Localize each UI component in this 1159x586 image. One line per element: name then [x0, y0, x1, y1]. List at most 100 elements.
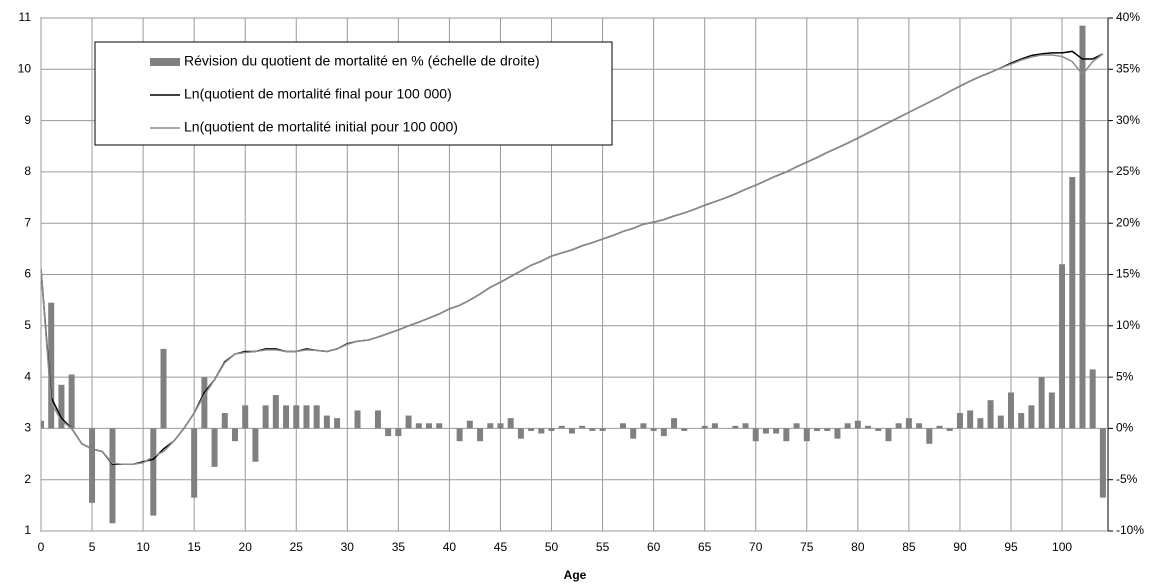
bar — [732, 425, 739, 429]
bar — [374, 410, 381, 429]
x-tick-label: 35 — [392, 540, 406, 554]
x-tick-label: 10 — [136, 540, 150, 554]
x-tick-label: 30 — [341, 540, 355, 554]
x-tick-label: 95 — [1004, 540, 1018, 554]
bar — [313, 405, 320, 429]
bar — [1099, 428, 1106, 498]
bar — [701, 425, 708, 429]
bar — [242, 405, 249, 429]
bar — [211, 428, 218, 467]
bar — [599, 428, 606, 431]
bar — [681, 428, 688, 431]
bar — [946, 428, 953, 431]
y-tick-label: 2 — [24, 472, 31, 486]
bar — [160, 348, 167, 429]
bar — [1038, 377, 1045, 429]
y-tick-label: 8 — [24, 164, 31, 178]
legend: Révision du quotient de mortalité en % (… — [94, 41, 613, 146]
bar — [783, 428, 790, 442]
bar — [1018, 413, 1025, 429]
bar — [1069, 177, 1076, 429]
x-tick-label: 85 — [902, 540, 916, 554]
y-tick-label: 6 — [24, 267, 31, 281]
bar — [987, 400, 994, 429]
bar — [68, 374, 75, 429]
marks — [41, 25, 1106, 524]
bar — [875, 428, 882, 431]
y2-tick-label: 5% — [1116, 369, 1134, 383]
bar — [456, 428, 463, 442]
legend-label: Ln(quotient de mortalité final pour 100 … — [184, 86, 452, 102]
y-tick-label: 5 — [24, 318, 31, 332]
x-tick-label: 60 — [647, 540, 661, 554]
y-tick-label: 10 — [18, 61, 32, 75]
y-tick-label: 3 — [24, 421, 31, 435]
legend-label: Révision du quotient de mortalité en % (… — [184, 53, 540, 69]
bar — [885, 428, 892, 442]
bar — [650, 428, 657, 431]
x-tick-label: 20 — [239, 540, 253, 554]
bar — [854, 420, 861, 429]
y2-tick-label: 35% — [1116, 61, 1140, 75]
legend-box — [94, 41, 613, 146]
bar — [477, 428, 484, 442]
bar — [1028, 405, 1035, 429]
bar — [232, 428, 238, 442]
bar — [589, 428, 596, 431]
x-tick-label: 45 — [494, 540, 508, 554]
bar — [671, 418, 678, 429]
bar — [517, 428, 524, 439]
bar — [905, 418, 912, 429]
bar — [773, 428, 780, 434]
x-tick-label: 25 — [290, 540, 304, 554]
y2-tick-label: 10% — [1116, 318, 1140, 332]
bar — [528, 428, 535, 431]
bar — [487, 423, 494, 429]
bar — [385, 428, 392, 437]
y-tick-label: 4 — [24, 369, 31, 383]
bar — [711, 423, 718, 429]
bar — [660, 428, 667, 437]
bar — [640, 423, 647, 429]
y-tick-label: 9 — [24, 113, 31, 127]
bar — [548, 428, 555, 431]
bar — [323, 415, 330, 429]
bar — [752, 428, 759, 442]
bar — [303, 405, 310, 429]
bar — [620, 423, 626, 429]
bar — [293, 405, 300, 429]
y2-tick-label: -5% — [1116, 472, 1138, 486]
bar — [201, 377, 208, 429]
bar — [191, 428, 198, 498]
y-tick-label: 11 — [19, 10, 32, 24]
bar — [497, 423, 504, 429]
bar — [1008, 392, 1014, 429]
bar — [283, 405, 290, 429]
bar — [793, 423, 800, 429]
axes: 1234567891011-10%-5%0%5%10%15%20%25%30%3… — [18, 10, 1145, 554]
bar — [630, 428, 637, 439]
bar — [1079, 25, 1086, 429]
bar — [150, 428, 157, 516]
x-tick-label: 80 — [851, 540, 865, 554]
bar — [436, 423, 443, 429]
bar — [926, 428, 933, 444]
y2-tick-label: 40% — [1116, 10, 1140, 24]
bar — [221, 413, 228, 429]
bar — [507, 418, 514, 429]
bar — [41, 420, 44, 429]
x-tick-label: 15 — [187, 540, 201, 554]
y-tick-label: 1 — [24, 523, 31, 537]
bar — [568, 428, 575, 434]
y2-tick-label: 30% — [1116, 113, 1140, 127]
bar — [1089, 369, 1096, 429]
x-tick-label: 55 — [596, 540, 610, 554]
bar — [579, 425, 586, 429]
x-tick-label: 65 — [698, 540, 712, 554]
y2-tick-label: 0% — [1116, 421, 1134, 435]
legend-swatch — [150, 58, 180, 66]
y2-tick-label: 20% — [1116, 215, 1140, 229]
bar — [109, 428, 116, 524]
bar — [844, 423, 851, 429]
bar — [252, 428, 259, 462]
